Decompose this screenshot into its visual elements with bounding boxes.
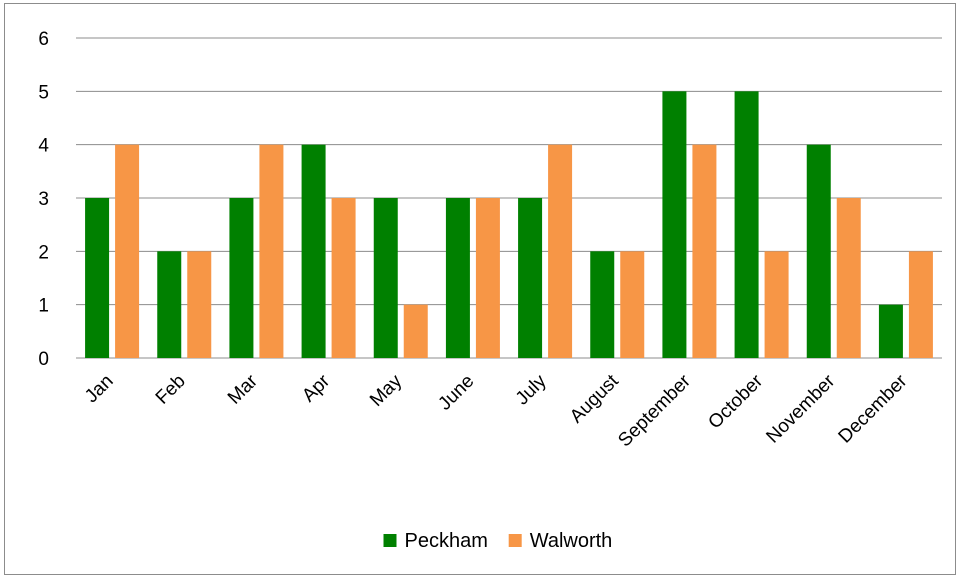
x-tick-label: November — [762, 370, 839, 447]
y-tick-label: 0 — [38, 349, 49, 370]
bar-peckham-november — [807, 145, 831, 358]
x-tick-label: June — [434, 371, 478, 415]
bar-peckham-feb — [157, 251, 181, 358]
y-tick-label: 4 — [38, 136, 49, 157]
bar-peckham-december — [879, 305, 903, 358]
x-tick-label: Mar — [224, 370, 262, 408]
x-tick-label: October — [704, 370, 767, 433]
chart-frame: 0 1 2 3 4 5 6 Jan Feb Mar Apr May June July August Sep… — [4, 3, 956, 575]
bars — [85, 91, 933, 358]
legend-label-peckham: Peckham — [405, 530, 488, 552]
bar-peckham-may — [374, 198, 398, 358]
x-tick-label: August — [566, 370, 623, 427]
legend-label-walworth: Walworth — [530, 530, 613, 552]
y-tick-label: 2 — [38, 242, 49, 263]
x-tick-label: May — [366, 370, 407, 411]
bar-walworth-october — [765, 251, 789, 358]
bar-walworth-jan — [115, 145, 139, 358]
bar-peckham-apr — [302, 145, 326, 358]
legend-swatch-peckham — [384, 534, 397, 547]
bar-walworth-may — [404, 305, 428, 358]
bar-walworth-june — [476, 198, 500, 358]
bar-walworth-september — [692, 145, 716, 358]
y-tick-label: 3 — [38, 189, 49, 210]
bar-walworth-mar — [259, 145, 283, 358]
x-tick-label: July — [512, 370, 551, 409]
bar-chart: 0 1 2 3 4 5 6 Jan Feb Mar Apr May June July AugustSep… — [5, 4, 955, 574]
bar-walworth-december — [909, 251, 933, 358]
y-tick-label: 5 — [38, 82, 49, 103]
bar-peckham-july — [518, 198, 542, 358]
legend: Peckham Walworth — [384, 530, 613, 552]
bar-walworth-august — [620, 251, 644, 358]
y-axis-ticks: 0 1 2 3 4 5 6 — [38, 29, 49, 370]
bar-peckham-june — [446, 198, 470, 358]
bar-peckham-september — [662, 91, 686, 358]
bar-walworth-july — [548, 145, 572, 358]
bar-peckham-jan — [85, 198, 109, 358]
legend-swatch-walworth — [509, 534, 522, 547]
bar-walworth-apr — [332, 198, 356, 358]
x-tick-label: Jan — [81, 371, 118, 408]
x-tick-label: Feb — [152, 371, 190, 409]
bar-peckham-october — [735, 91, 759, 358]
y-tick-label: 6 — [38, 29, 49, 50]
x-tick-label: December — [835, 370, 912, 447]
x-tick-label: September — [614, 370, 695, 451]
bar-peckham-mar — [229, 198, 253, 358]
bar-peckham-august — [590, 251, 614, 358]
bar-walworth-november — [837, 198, 861, 358]
bar-walworth-feb — [187, 251, 211, 358]
y-tick-label: 1 — [38, 296, 49, 317]
x-tick-label: Apr — [298, 370, 334, 406]
